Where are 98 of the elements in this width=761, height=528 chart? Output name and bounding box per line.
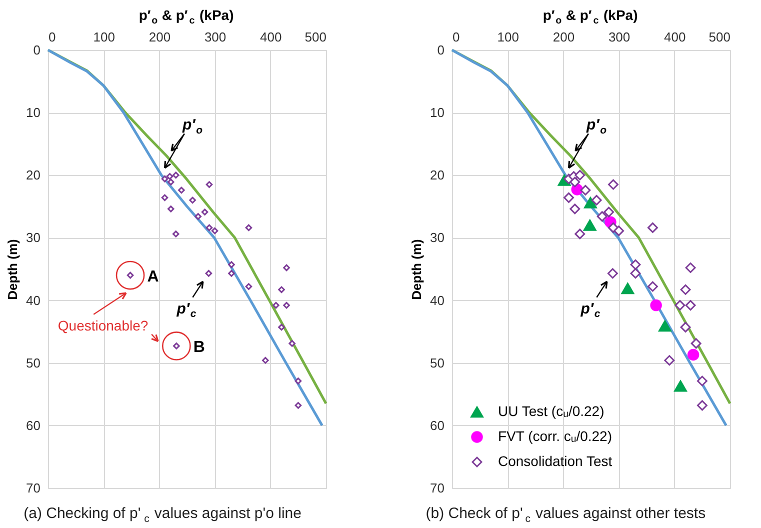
y-tick-label: 40 [430, 292, 444, 308]
x-tick-label: 400 [260, 30, 282, 44]
point [650, 299, 662, 312]
y-tick-label: 0 [33, 42, 40, 58]
legend-label: Consolidation Test [498, 453, 612, 469]
point [167, 178, 174, 186]
point [272, 302, 280, 309]
x-tick-label: 300 [204, 30, 226, 44]
point [580, 184, 591, 196]
y-tick-label: 60 [26, 418, 40, 433]
point [604, 206, 614, 218]
point [614, 226, 624, 236]
point [194, 213, 202, 220]
y-tick-label: 30 [26, 230, 40, 246]
point [574, 228, 586, 240]
annotation: B [193, 338, 205, 356]
legend-label: UU Test (cᵤ/0.22) [498, 403, 604, 419]
text: (a) Checking of p'c values against p'o line [24, 505, 302, 525]
point [591, 194, 602, 206]
x-tick-label: 500 [304, 30, 326, 44]
y-tick-label: 30 [430, 230, 444, 246]
y-tick-label: 40 [26, 292, 40, 308]
point [161, 176, 168, 182]
x-tick-label: 500 [708, 30, 730, 44]
point [608, 222, 618, 233]
point [294, 402, 302, 409]
y-tick-label: 0 [437, 42, 444, 58]
legend-label: FVT (corr. cᵤ/0.22) [498, 428, 612, 444]
y-tick-label: 50 [26, 355, 40, 370]
point [658, 320, 672, 332]
x-tick-label: 100 [497, 30, 519, 44]
y-tick-label: 70 [26, 480, 40, 496]
point [621, 282, 634, 294]
point [630, 268, 641, 279]
point [570, 176, 580, 188]
point [206, 224, 213, 232]
y-tick-label: 50 [430, 355, 444, 370]
point [283, 264, 290, 272]
point [630, 259, 641, 270]
point [245, 224, 252, 232]
point [584, 196, 597, 208]
point [674, 380, 687, 392]
point [278, 286, 285, 294]
x-tick-label: 200 [148, 30, 171, 44]
point [245, 283, 252, 290]
annotation: Questionable? [58, 317, 148, 334]
point [161, 194, 168, 202]
point [596, 211, 608, 222]
point [206, 181, 213, 188]
point [294, 378, 302, 384]
point [228, 270, 235, 277]
point [696, 376, 708, 386]
point [664, 355, 675, 366]
y-axis-title: Depth (m) [5, 239, 20, 300]
x-tick-label: 0 [48, 30, 56, 44]
y-tick-label: 60 [430, 418, 444, 433]
point [205, 270, 212, 277]
point [564, 192, 574, 203]
point [172, 172, 180, 179]
point [674, 300, 686, 311]
point [288, 340, 296, 347]
y-tick-label: 10 [26, 105, 40, 120]
y-axis-title: Depth (m) [409, 239, 424, 300]
y-tick-label: 10 [430, 105, 444, 120]
point [690, 338, 702, 349]
point [583, 220, 596, 231]
x-tick-label: 200 [552, 30, 575, 44]
annotation: A [147, 268, 160, 286]
point [647, 281, 658, 292]
point [574, 170, 586, 180]
point [167, 206, 174, 212]
x-tick-label: 100 [93, 30, 115, 44]
point [608, 179, 618, 190]
point [166, 173, 174, 180]
point [189, 196, 196, 204]
point [278, 324, 285, 331]
x-tick-label: 0 [452, 30, 460, 44]
point [178, 186, 185, 194]
y-tick-label: 70 [430, 480, 444, 496]
y-tick-label: 20 [26, 168, 40, 183]
point [680, 322, 691, 332]
point [647, 222, 658, 233]
point [262, 356, 269, 364]
point [172, 230, 180, 238]
point [283, 302, 290, 309]
point [201, 208, 208, 216]
point [680, 284, 691, 295]
x-tick-label: 300 [608, 30, 630, 44]
y-tick-label: 20 [430, 168, 444, 183]
point [685, 300, 696, 311]
point [211, 227, 218, 234]
point [696, 400, 708, 411]
point [607, 268, 618, 279]
point [687, 348, 700, 361]
point [228, 261, 235, 268]
x-tick-label: 400 [664, 30, 686, 44]
point [685, 262, 696, 273]
point [570, 204, 580, 214]
